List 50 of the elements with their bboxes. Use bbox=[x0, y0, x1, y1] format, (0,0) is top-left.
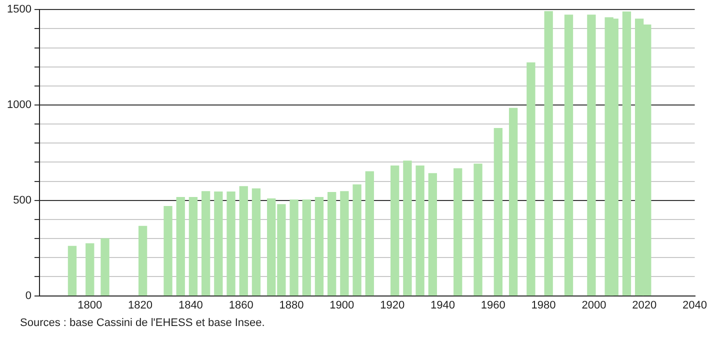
bar bbox=[390, 166, 400, 296]
bar bbox=[302, 200, 311, 296]
y-tick-label: 0 bbox=[25, 290, 32, 302]
x-tick-label: 1900 bbox=[330, 299, 354, 312]
bar bbox=[526, 62, 536, 296]
x-tick-label: 1960 bbox=[480, 299, 506, 312]
y-tick-label: 1500 bbox=[6, 4, 32, 16]
x-tick-label: 2020 bbox=[632, 299, 657, 312]
x-tick-label: 1920 bbox=[380, 299, 405, 312]
bar bbox=[214, 191, 223, 296]
x-tick-label: 1800 bbox=[78, 299, 102, 312]
bar bbox=[564, 14, 574, 296]
bar bbox=[188, 197, 198, 296]
bar bbox=[68, 246, 77, 296]
bar bbox=[100, 238, 110, 296]
bar bbox=[544, 11, 553, 296]
source-note: Sources : base Cassini de l'EHESS et base Insee. bbox=[20, 317, 266, 329]
bar bbox=[314, 197, 324, 296]
x-tick-label: 1860 bbox=[228, 299, 254, 312]
bar bbox=[340, 191, 349, 296]
y-tick-label: 500 bbox=[13, 194, 32, 206]
bar bbox=[352, 184, 362, 296]
bar bbox=[428, 173, 437, 296]
bar bbox=[587, 14, 596, 296]
bar bbox=[86, 243, 94, 296]
x-tick-label: 1820 bbox=[128, 299, 153, 312]
x-tick-label: 1880 bbox=[279, 299, 304, 312]
bar bbox=[239, 186, 248, 296]
bar bbox=[290, 200, 298, 296]
bar bbox=[416, 166, 424, 296]
bar bbox=[474, 164, 482, 296]
y-tick-label: 1000 bbox=[6, 99, 32, 112]
bar bbox=[176, 197, 185, 296]
bar bbox=[494, 128, 503, 296]
bar bbox=[622, 12, 632, 296]
bar bbox=[328, 192, 336, 296]
bar bbox=[226, 191, 236, 296]
x-tick-label: 2040 bbox=[682, 299, 708, 312]
bar bbox=[365, 171, 374, 296]
x-tick-label: 1840 bbox=[178, 299, 203, 312]
bar bbox=[201, 191, 210, 296]
x-tick-label: 2000 bbox=[582, 299, 606, 312]
x-tick-label: 1940 bbox=[430, 299, 455, 312]
bar bbox=[164, 206, 172, 296]
bar bbox=[252, 188, 261, 296]
bar bbox=[138, 226, 148, 296]
bar bbox=[508, 108, 518, 296]
bar bbox=[403, 160, 412, 296]
bar bbox=[454, 168, 462, 296]
x-tick-label: 1980 bbox=[531, 299, 556, 312]
